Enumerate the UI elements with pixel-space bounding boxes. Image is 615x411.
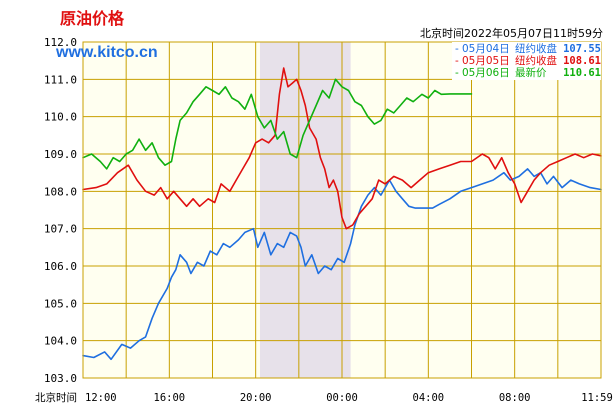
y-tick-label: 106.0 [44, 260, 77, 273]
series-line-2 [82, 67, 602, 230]
legend-item: -05月06日 最新价 110.61 [455, 66, 601, 79]
y-tick-label: 107.0 [44, 223, 77, 236]
legend-dash: - [455, 55, 459, 67]
series-layer [82, 67, 602, 361]
x-tick-label: 20:00 [240, 392, 272, 404]
series-line-1 [82, 168, 602, 361]
legend-value: 108.61 [563, 55, 601, 67]
legend-dash: - [455, 43, 459, 55]
legend-label: 纽约收盘 [515, 42, 557, 55]
timestamp: 北京时间2022年05月07日11时59分 [420, 26, 603, 40]
y-tick-label: 104.0 [44, 335, 77, 348]
x-tick-label: 16:00 [154, 392, 186, 404]
legend-label: 纽约收盘 [515, 54, 557, 67]
legend-value: 110.61 [563, 67, 601, 79]
y-tick-label: 112.0 [44, 36, 77, 49]
y-tick-label: 109.0 [44, 148, 77, 161]
legend-date: 05月05日 [462, 55, 510, 67]
legend-item: -05月05日 纽约收盘 108.61 [455, 54, 601, 67]
plot-frame [82, 41, 602, 379]
x-tick-label: 08:00 [499, 392, 531, 404]
x-tick-label: 04:00 [413, 392, 445, 404]
y-tick-label: 110.0 [44, 111, 77, 124]
shaded-region [259, 42, 351, 378]
legend-label: 最新价 [515, 66, 547, 79]
y-tick-label: 111.0 [44, 73, 77, 86]
site-link[interactable]: www.kitco.cn [55, 44, 158, 61]
y-tick-label: 105.0 [44, 297, 77, 310]
x-axis-ticks: 12:00 16:00 20:00 00:00 04:00 08:00 11:59 [85, 392, 613, 404]
legend-dash: - [455, 67, 459, 79]
legend-date: 05月04日 [462, 43, 510, 55]
y-tick-label: 103.0 [44, 372, 77, 385]
legend-date: 05月06日 [462, 67, 510, 79]
y-tick-label: 108.0 [44, 185, 77, 198]
legend-item: -05月04日 纽约收盘 107.55 [455, 42, 601, 55]
x-tick-label: 11:59 [581, 392, 613, 404]
y-axis-ticks: 112.0 111.0 110.0 109.0 108.0 107.0 106.0 105.0… [44, 36, 77, 385]
x-tick-label: 00:00 [326, 392, 358, 404]
legend-background [452, 42, 601, 80]
legend-value: 107.55 [563, 43, 601, 55]
series-line-3 [82, 78, 473, 170]
legend: -05月04日 纽约收盘 107.55- 05月05日 纽约收盘 108.61- 05月06… [452, 42, 601, 80]
x-tick-label: 12:00 [85, 392, 117, 404]
x-axis-label: 北京时间 [35, 391, 77, 404]
chart-title: 原油价格 [60, 9, 125, 28]
